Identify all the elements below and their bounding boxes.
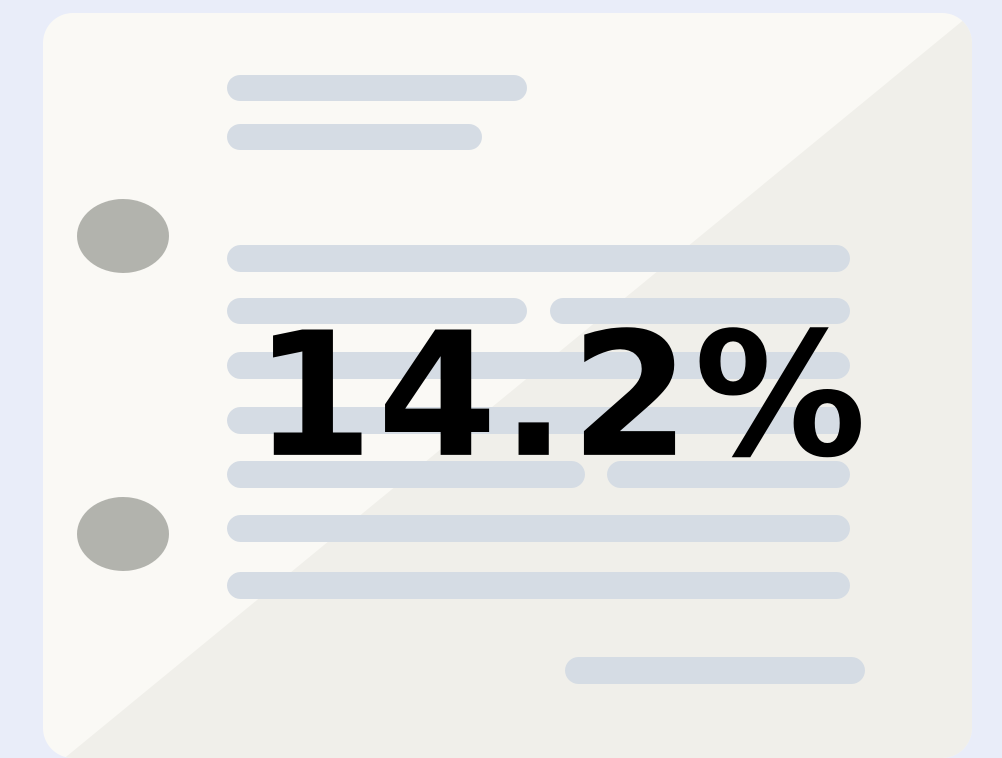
- text-line: [607, 461, 850, 488]
- value-text: 14.2%: [254, 295, 871, 496]
- text-line: [227, 407, 850, 434]
- text-line: [227, 515, 850, 542]
- text-line: [227, 245, 850, 272]
- text-lines: [227, 75, 865, 684]
- text-line: [227, 298, 527, 324]
- binder-hole: [77, 199, 169, 273]
- text-line: [227, 461, 585, 488]
- text-line: [565, 657, 865, 684]
- text-line: [227, 75, 527, 101]
- binder-hole: [77, 497, 169, 571]
- text-line: [227, 352, 850, 379]
- text-line: [227, 124, 482, 150]
- text-line: [227, 572, 850, 599]
- text-line: [550, 298, 850, 324]
